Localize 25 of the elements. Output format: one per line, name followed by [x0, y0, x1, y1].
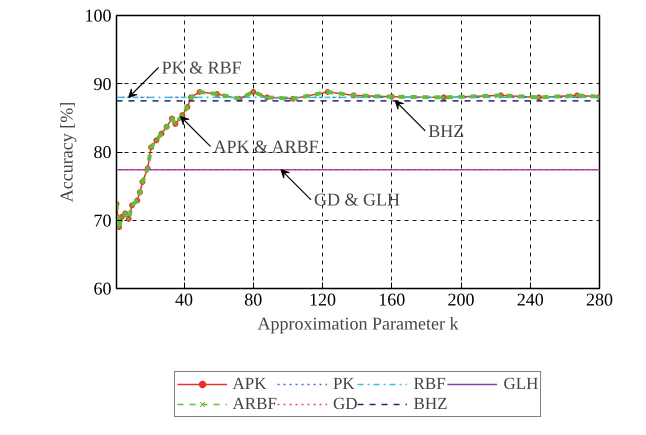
- annotation: GD & GLH: [314, 190, 400, 210]
- y-tick-label: 90: [94, 74, 112, 94]
- legend-label: APK: [232, 374, 267, 394]
- legend-label: GD: [332, 394, 358, 414]
- x-tick-label: 280: [586, 290, 613, 310]
- x-tick-label: 160: [378, 290, 406, 310]
- y-tick-label: 100: [84, 6, 112, 26]
- legend-label: PK: [332, 374, 355, 394]
- y-tick-label: 70: [94, 210, 112, 230]
- x-tick-label: 240: [516, 290, 544, 310]
- x-axis-title: Approximation Parameter k: [258, 314, 458, 334]
- x-tick-label: 80: [244, 290, 262, 310]
- annotation: APK & ARBF: [214, 136, 319, 157]
- annotation: PK & RBF: [162, 57, 242, 78]
- legend-label: BHZ: [414, 394, 448, 414]
- y-axis-title: Accuracy [%]: [56, 102, 76, 202]
- legend-label: RBF: [414, 374, 446, 394]
- legend-label: GLH: [504, 374, 538, 394]
- y-tick-label: 60: [94, 278, 112, 298]
- x-tick-label: 120: [309, 290, 336, 310]
- legend-label: ARBF: [232, 394, 277, 414]
- x-tick-label: 40: [175, 290, 194, 310]
- y-tick-label: 80: [94, 142, 112, 162]
- x-tick-label: 200: [448, 290, 475, 310]
- annotation: BHZ: [428, 120, 464, 141]
